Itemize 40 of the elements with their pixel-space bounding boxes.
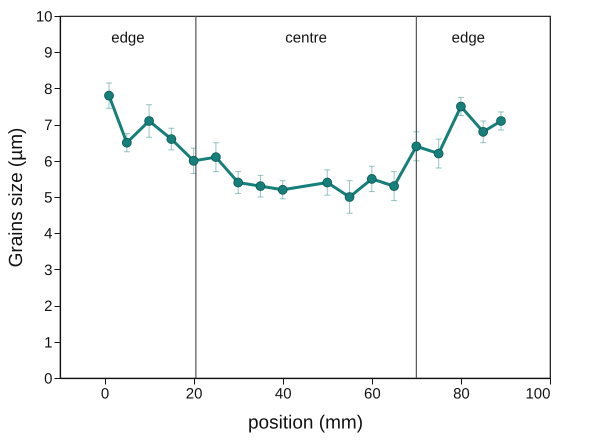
point <box>322 178 332 188</box>
y-tick-label: 6 <box>44 153 52 170</box>
point <box>188 156 199 166</box>
annotation: edge <box>111 30 145 47</box>
point <box>233 178 244 188</box>
x-tick-label: 80 <box>453 386 470 402</box>
point <box>122 138 132 148</box>
y-tick-label: 9 <box>44 44 52 62</box>
x-axis-title: position (mm) <box>248 412 364 434</box>
y-tick-label: 3 <box>44 262 52 279</box>
point <box>366 174 377 184</box>
point <box>434 148 444 158</box>
y-tick-label: 0 <box>44 370 52 388</box>
x-tick-label: 20 <box>186 386 202 402</box>
point <box>211 152 221 162</box>
y-tick-label: 5 <box>44 190 52 206</box>
point <box>144 116 154 126</box>
point <box>456 102 466 112</box>
annotation: centre <box>285 30 327 47</box>
point <box>278 184 288 195</box>
point <box>166 134 176 144</box>
x-tick-label: 0 <box>100 386 110 402</box>
y-axis-title: Grains size (µm) <box>6 128 27 268</box>
point <box>256 181 266 192</box>
point <box>104 90 114 101</box>
y-tick-label: 4 <box>44 226 52 243</box>
x-tick-label: 60 <box>364 386 381 402</box>
y-tick-label: 2 <box>44 298 52 316</box>
point <box>478 126 488 137</box>
point <box>411 141 422 152</box>
point <box>344 192 354 202</box>
point <box>389 181 399 192</box>
x-tick-label: 40 <box>274 386 292 402</box>
x-tick-label: 100 <box>525 386 550 402</box>
y-tick-label: 1 <box>44 334 52 352</box>
y-tick-label: 8 <box>44 80 52 98</box>
annotation: edge <box>452 30 486 47</box>
y-tick-label: 7 <box>44 117 52 134</box>
point <box>496 116 506 126</box>
y-tick-label: 10 <box>36 8 52 26</box>
